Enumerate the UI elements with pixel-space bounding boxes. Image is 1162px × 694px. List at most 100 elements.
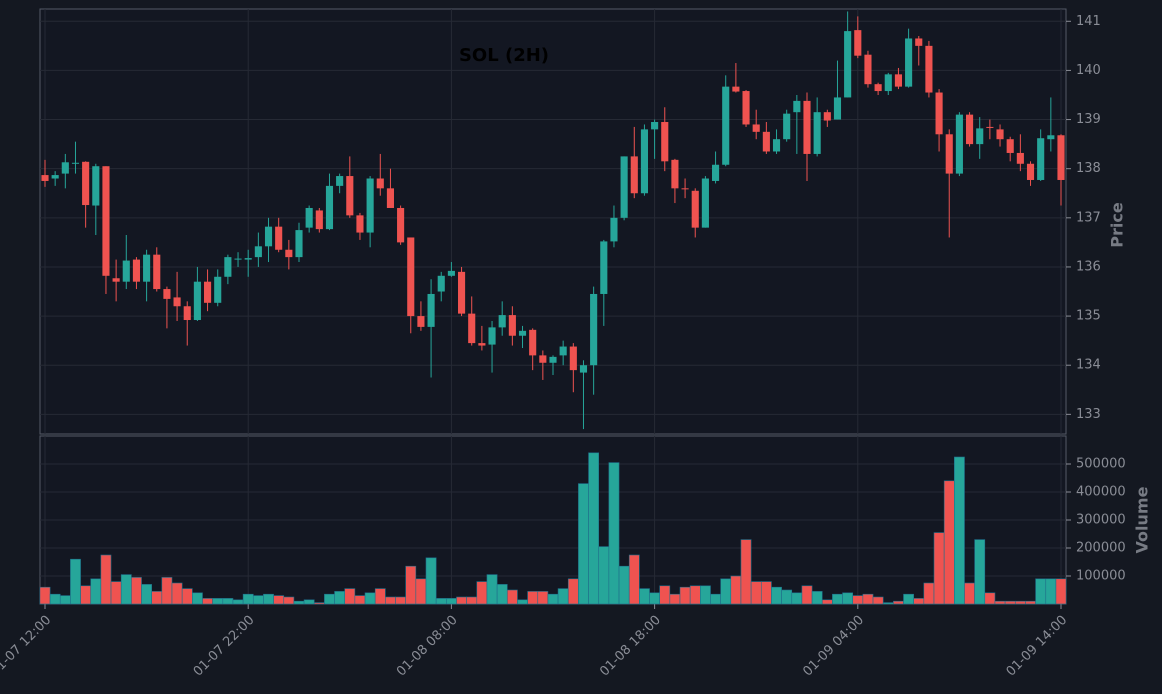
volume-bar [811, 591, 823, 605]
volume-bar [618, 565, 630, 605]
candle-body [833, 97, 842, 120]
candle-body [935, 92, 943, 135]
volume-bar [192, 592, 203, 605]
volume-bar [567, 578, 579, 605]
candle-body [783, 113, 791, 140]
volume-bar [1035, 578, 1047, 605]
volume-tick-label: 100000 [1076, 569, 1126, 584]
candle-body [366, 178, 374, 233]
volume-bar [720, 578, 732, 605]
candle-body [285, 249, 293, 258]
volume-bar [110, 581, 122, 605]
volume-bar [994, 600, 1006, 605]
volume-bar [547, 593, 559, 605]
candle-body [122, 260, 130, 282]
volume-bar [781, 589, 793, 605]
candle-body [864, 54, 872, 85]
volume-bar [771, 586, 782, 605]
volume-bar [1014, 600, 1026, 605]
candle-body [803, 100, 811, 154]
volume-bar [49, 593, 61, 605]
volume-bar [974, 539, 986, 605]
candle-body [793, 100, 801, 113]
volume-bar [141, 584, 152, 605]
candle-body [82, 161, 90, 206]
volume-bar [588, 452, 600, 605]
candle-body [498, 315, 506, 328]
candle-body [1047, 135, 1055, 140]
volume-bar [435, 598, 447, 605]
volume-tick-label: 200000 [1076, 541, 1126, 556]
candle-body [529, 329, 537, 356]
volume-bar [639, 588, 650, 605]
y-axis-label: Price [1108, 202, 1127, 248]
volume-bar [202, 598, 213, 605]
volume-bar [649, 592, 660, 605]
candle-body [691, 190, 699, 228]
volume-bar [852, 595, 864, 605]
candle-body [549, 356, 557, 363]
candle-body [193, 281, 201, 321]
candle-body [1016, 152, 1024, 164]
volume-bar [537, 591, 549, 605]
volume-bar [405, 565, 417, 605]
volume-bar [344, 588, 356, 605]
volume-bar [669, 593, 681, 605]
volume-bar [740, 539, 752, 605]
volume-bar [385, 596, 396, 605]
volume-bar [506, 589, 518, 605]
volume-bar [100, 554, 112, 605]
y-tick-label: 136 [1076, 259, 1101, 274]
candle-body [437, 275, 445, 292]
volume-bar [710, 593, 721, 605]
volume-bar [171, 582, 183, 605]
candle-body [183, 306, 191, 321]
candle-body [356, 215, 364, 233]
candle-body [762, 131, 770, 152]
candle-body [214, 276, 222, 303]
volume-bar [842, 592, 854, 605]
volume-bar [425, 557, 437, 605]
candle-body [966, 114, 974, 145]
candle-body [336, 176, 344, 186]
candle-body [630, 156, 638, 194]
candle-body [254, 246, 262, 258]
candle-body [51, 175, 59, 179]
candle-body [295, 230, 303, 258]
volume-bar [293, 600, 305, 605]
candle-body [722, 86, 730, 165]
candle-body [397, 207, 405, 243]
volume-bar [689, 585, 701, 605]
candle-body [569, 346, 577, 371]
candle-body [600, 241, 608, 294]
volume-bar [476, 581, 488, 605]
candle-body [651, 122, 659, 130]
volume-bar [131, 577, 142, 605]
candle-body [488, 327, 496, 345]
volume-bar [313, 602, 325, 605]
candle-body [224, 257, 232, 277]
volume-bar [923, 582, 935, 605]
volume-bar [1025, 600, 1036, 605]
volume-bar [984, 592, 996, 605]
volume-bar [466, 596, 478, 605]
volume-bar [151, 591, 163, 605]
volume-bar [496, 584, 508, 605]
candle-body [1057, 135, 1065, 180]
volume-bar [801, 585, 813, 605]
volume-bar [161, 577, 173, 605]
candle-body [539, 355, 547, 363]
volume-bar [80, 585, 92, 605]
volume-bar [222, 598, 234, 605]
volume-bar [446, 598, 457, 605]
candle-body [407, 237, 415, 317]
candle-body [712, 164, 720, 181]
candle-body [112, 278, 120, 282]
volume-bar [578, 483, 589, 605]
candle-body [458, 271, 466, 314]
candle-body [315, 210, 323, 230]
candle-body [559, 346, 567, 356]
volume-bar [1004, 600, 1016, 605]
y-tick-label: 140 [1076, 63, 1101, 78]
volume-bar [456, 596, 467, 605]
